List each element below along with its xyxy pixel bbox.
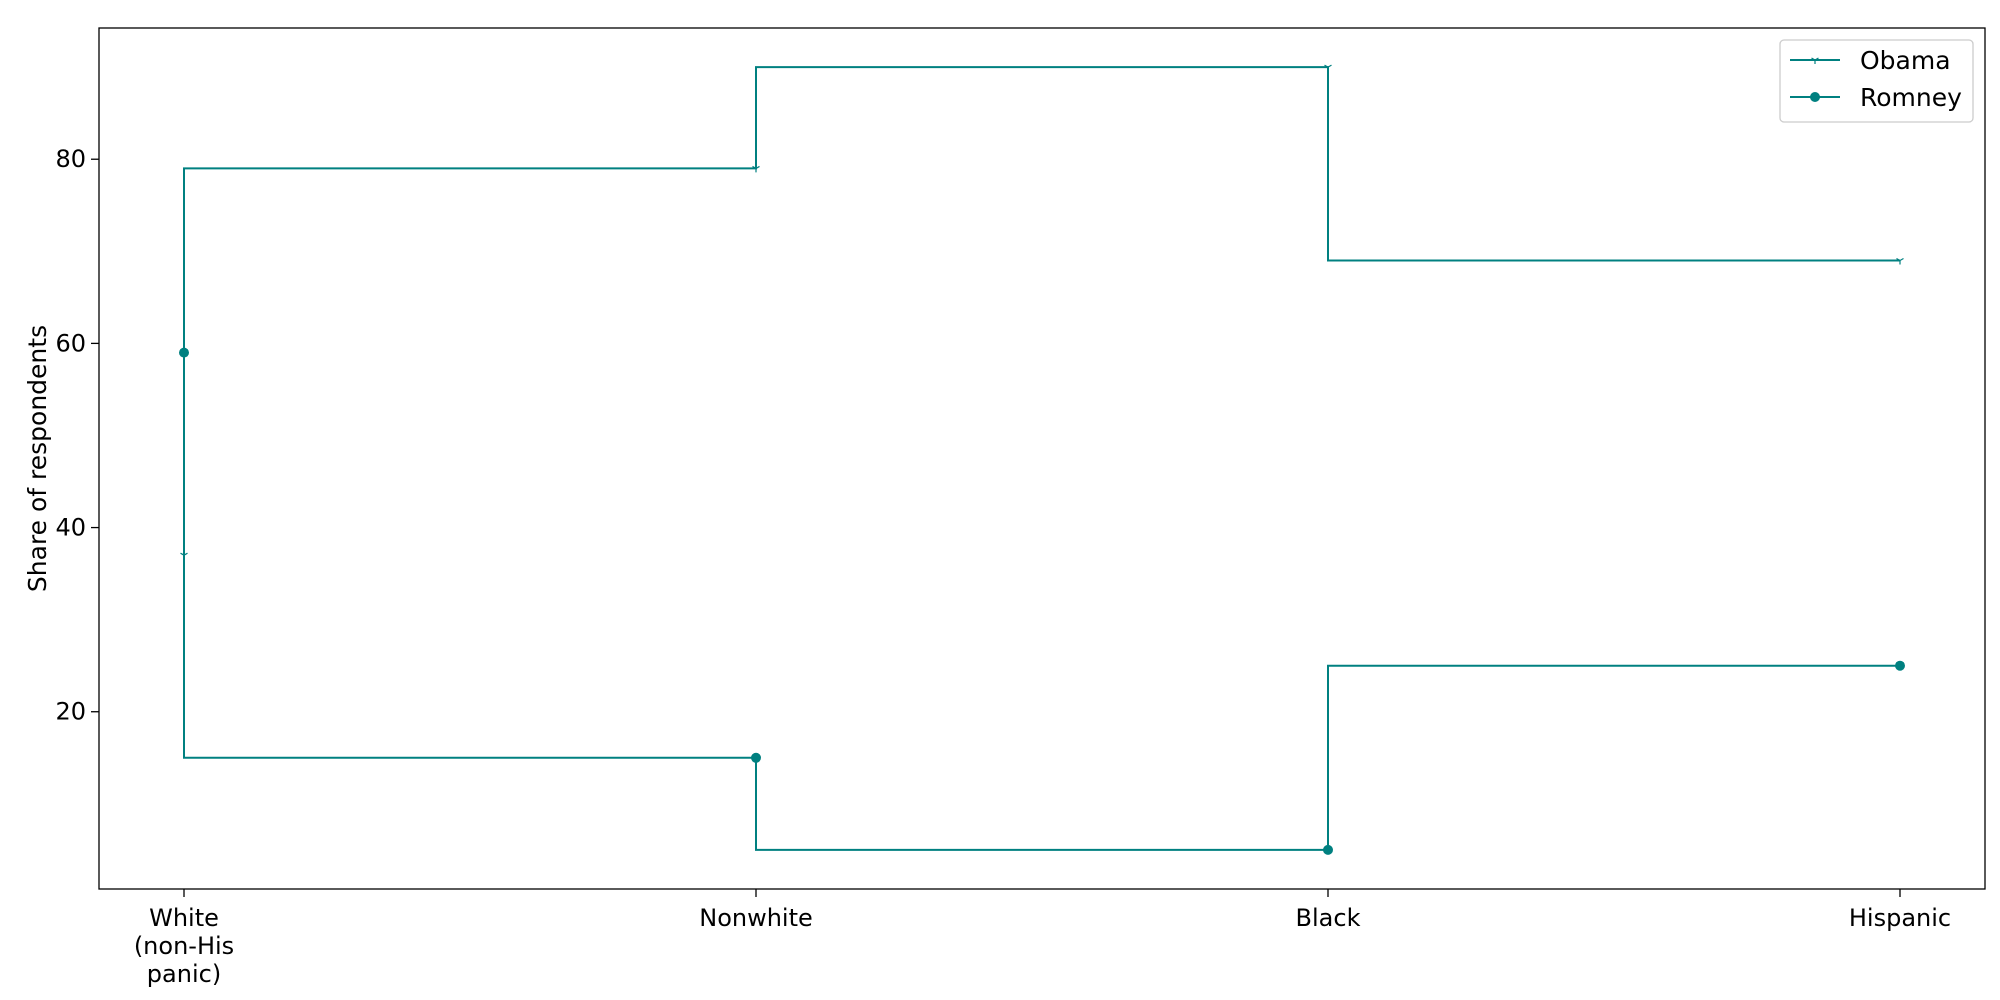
data-point-romney-3 xyxy=(1895,660,1905,671)
y-tick-label-20: 20 xyxy=(55,698,86,726)
legend-marker-obama xyxy=(1811,57,1819,64)
plot-area xyxy=(179,64,1905,855)
y-tick-label-60: 60 xyxy=(55,329,86,357)
data-point-romney-1 xyxy=(751,752,761,763)
x-tick-label-0: White (non-His panic) xyxy=(134,904,234,988)
x-tick-label-3: Hispanic xyxy=(1849,904,1951,932)
legend-label-obama: Obama xyxy=(1860,46,1951,75)
series-line-romney xyxy=(183,352,1900,851)
y-axis: 20 40 60 80 xyxy=(55,145,99,726)
plot-frame xyxy=(98,27,1986,890)
x-tick-label-2: Black xyxy=(1296,904,1361,932)
legend-label-romney: Romney xyxy=(1860,83,1962,112)
x-axis: White (non-His panic) Nonwhite Black Hispanic xyxy=(134,889,1951,988)
legend-marker-romney xyxy=(1810,92,1820,102)
series-line-obama xyxy=(183,66,1900,556)
legend: Obama Romney xyxy=(1779,39,1974,123)
y-tick-label-40: 40 xyxy=(55,514,86,542)
data-point-obama-3 xyxy=(1896,257,1904,265)
data-point-romney-2 xyxy=(1323,844,1333,855)
data-point-obama-2 xyxy=(1324,64,1332,72)
x-tick-label-1: Nonwhite xyxy=(699,904,813,932)
data-point-obama-1 xyxy=(752,165,760,173)
data-point-romney-0 xyxy=(179,347,189,358)
y-axis-label: Share of respondents xyxy=(23,325,52,592)
y-tick-label-80: 80 xyxy=(55,145,86,173)
